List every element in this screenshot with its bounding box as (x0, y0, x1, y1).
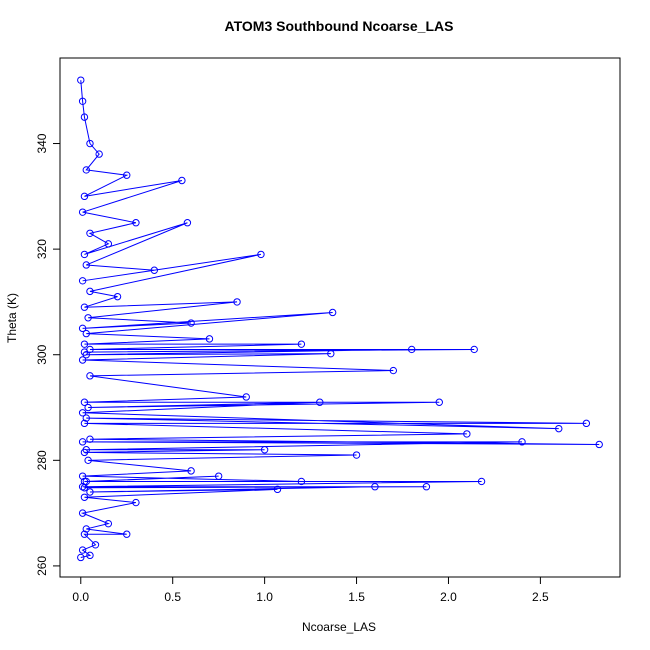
x-tick-label: 2.5 (532, 590, 549, 604)
data-point (260, 446, 269, 454)
data-point (82, 261, 90, 269)
data-point (80, 530, 89, 538)
data-point (389, 366, 398, 375)
data-point (518, 438, 526, 446)
data-point (316, 398, 324, 406)
y-tick-label: 320 (35, 239, 49, 259)
data-point (78, 324, 87, 333)
data-point (242, 393, 250, 401)
data-point (187, 319, 195, 327)
data-point (86, 488, 94, 496)
data-point (86, 229, 94, 237)
chart-title: ATOM3 Southbound Ncoarse_LAS (225, 18, 454, 34)
data-point (477, 477, 486, 486)
plot-frame (59, 57, 621, 578)
y-tick-label: 260 (35, 556, 49, 576)
data-point (86, 435, 94, 443)
data-point (80, 493, 89, 501)
data-point (80, 448, 89, 457)
data-point (132, 498, 140, 507)
data-point (84, 314, 92, 322)
data-point (78, 97, 87, 105)
data-point (463, 430, 471, 438)
data-point (297, 477, 306, 486)
x-axis-label: Ncoarse_LAS (302, 620, 376, 634)
data-point (123, 530, 131, 538)
data-point (435, 398, 443, 406)
data-point (233, 298, 241, 306)
data-point (214, 472, 223, 480)
data-point (78, 277, 87, 285)
data-point (80, 113, 89, 121)
data-point (78, 546, 87, 554)
data-point (91, 541, 100, 549)
y-tick-label: 340 (35, 133, 49, 153)
data-point (78, 438, 87, 446)
data-point (78, 356, 87, 364)
data-point (86, 287, 94, 296)
data-point (104, 519, 113, 528)
series-line (80, 80, 600, 558)
data-point (86, 372, 94, 380)
data-point (132, 219, 140, 227)
data-point (80, 340, 89, 348)
data-point (78, 509, 87, 517)
data-point (205, 335, 214, 343)
data-point (82, 166, 90, 174)
data-point (82, 329, 90, 338)
data-point (595, 440, 603, 449)
data-point (178, 176, 186, 185)
data-point (77, 553, 85, 562)
y-axis-label: Theta (K) (5, 293, 19, 343)
data-point (80, 419, 89, 428)
data-point (327, 349, 335, 358)
data-point (82, 351, 90, 359)
x-tick-label: 0.5 (164, 590, 181, 604)
x-tick-label: 1.5 (348, 590, 365, 604)
x-tick-label: 1.0 (256, 590, 273, 604)
data-point (80, 192, 89, 201)
data-point (78, 472, 87, 480)
data-point (555, 424, 563, 433)
data-point (123, 171, 131, 179)
data-point (183, 219, 192, 227)
data-point (82, 525, 90, 533)
data-point (257, 250, 265, 259)
data-point (80, 398, 89, 406)
data-point (104, 240, 113, 248)
x-tick-label: 2.0 (440, 590, 457, 604)
data-point (371, 483, 379, 491)
data-point (80, 484, 89, 492)
y-tick-label: 280 (35, 450, 49, 470)
data-point (86, 139, 94, 148)
data-point (78, 483, 87, 491)
data-point (82, 414, 90, 422)
data-point (113, 292, 122, 301)
data-point (86, 551, 94, 560)
data-point (422, 483, 431, 491)
data-point (150, 266, 159, 274)
data-point (78, 409, 87, 417)
data-point (187, 467, 195, 475)
data-point (352, 451, 361, 459)
data-point (408, 345, 416, 354)
data-point (77, 76, 85, 84)
data-point (328, 308, 337, 317)
data-point (273, 485, 282, 494)
data-point (297, 340, 306, 348)
y-tick-label: 300 (35, 344, 49, 364)
x-tick-label: 0.0 (72, 590, 89, 604)
data-point (80, 303, 89, 311)
data-point (84, 456, 92, 465)
data-point (95, 150, 103, 158)
data-point (80, 250, 89, 259)
data-point (78, 208, 87, 216)
data-point (470, 345, 478, 354)
data-point (84, 403, 92, 412)
data-point (582, 419, 591, 428)
